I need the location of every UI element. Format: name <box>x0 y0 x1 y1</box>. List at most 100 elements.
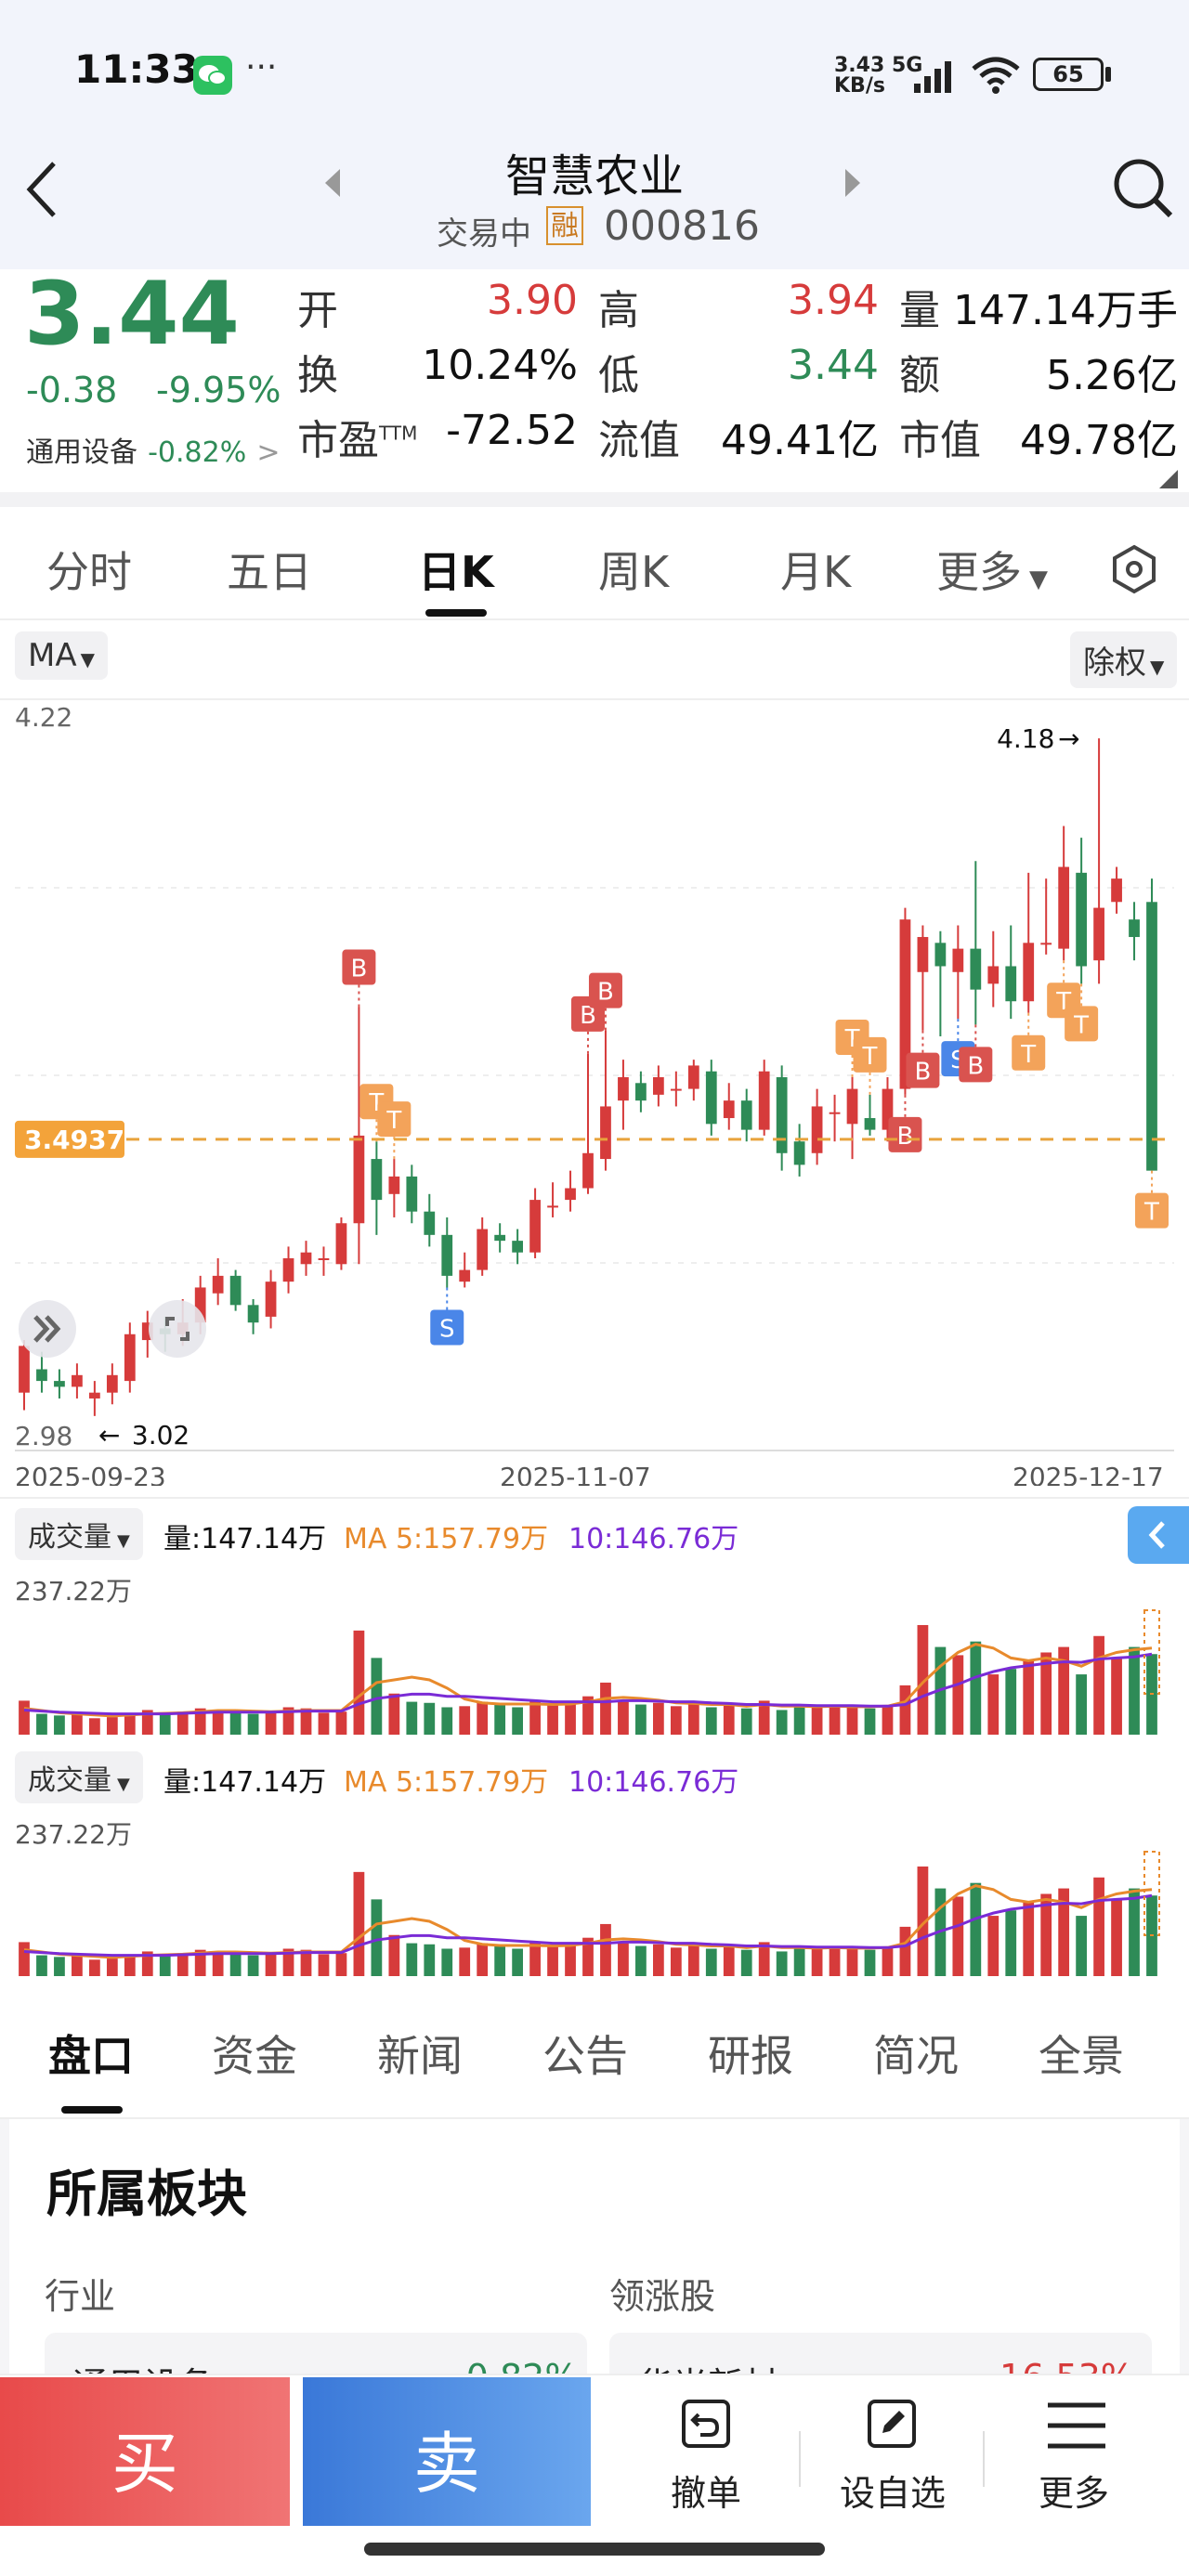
trade-marker <box>906 1052 940 1088</box>
candle-body <box>36 1369 47 1382</box>
volume-indicator-select[interactable]: 成交量 ▼ <box>15 1508 143 1560</box>
volume-bar <box>670 1947 682 1976</box>
prev-stock-icon[interactable] <box>323 167 342 202</box>
tab-funds[interactable]: 资金 <box>212 2031 297 2081</box>
trade-marker <box>853 1036 887 1073</box>
volume-indicator-select[interactable]: 成交量 ▼ <box>15 1751 143 1803</box>
chart-period-tabs: 分时 五日 日K 周K 月K 更多 ▼ <box>0 507 1189 620</box>
home-indicator[interactable] <box>364 2543 825 2556</box>
candle-body <box>758 1071 770 1130</box>
x-label-end: 2025-12-17 <box>1013 1462 1164 1486</box>
settings-hexagon-icon[interactable] <box>1109 544 1159 598</box>
max-arrow-icon: → <box>1058 723 1079 754</box>
volume-ma10: 10:146.76万 <box>568 1766 739 1799</box>
trade-marker-label: B <box>350 956 367 983</box>
volume-bar <box>618 1701 629 1735</box>
fast-forward-icon[interactable] <box>19 1300 76 1358</box>
volume-bar <box>723 1704 735 1735</box>
volume-bar <box>459 1947 471 1976</box>
volume-bar <box>952 1896 964 1976</box>
candle-body <box>19 1346 30 1393</box>
expand-corner-icon[interactable] <box>1159 470 1178 492</box>
volume-bar <box>318 1712 330 1735</box>
volume-bar <box>141 1951 153 1976</box>
add-watchlist-button[interactable]: 设自选 <box>799 2385 985 2524</box>
tab-intraday[interactable]: 分时 <box>46 547 132 597</box>
trade-marker-label: B <box>897 1123 914 1151</box>
tab-daily-k[interactable]: 日K <box>418 547 494 597</box>
volume-bar <box>529 1942 541 1976</box>
candle-body <box>846 1088 858 1125</box>
candle-body <box>899 919 911 1089</box>
volume-bar <box>987 1916 1000 1976</box>
tab-monthly-k[interactable]: 月K <box>780 547 852 597</box>
trade-marker-label: T <box>1073 1011 1089 1039</box>
volume-bar <box>758 1700 770 1735</box>
tab-more[interactable]: 更多 ▼ <box>936 547 1048 597</box>
tab-news[interactable]: 新闻 <box>377 2031 463 2081</box>
volume-bar <box>1129 1888 1140 1976</box>
divider <box>983 2431 985 2487</box>
y-top-label: 4.22 <box>15 702 72 733</box>
stock-code: 000816 <box>604 202 760 250</box>
candle-body <box>353 1135 365 1224</box>
buy-button[interactable]: 买 <box>0 2377 290 2526</box>
trade-marker-label: S <box>439 1315 455 1343</box>
volume-ma10-line <box>23 1652 1153 1716</box>
volume-bar <box>652 1702 664 1735</box>
x-label-mid: 2025-11-07 <box>500 1462 651 1486</box>
x-label-start: 2025-09-23 <box>15 1462 166 1486</box>
volume-bar <box>565 1944 576 1976</box>
stock-header: 智慧农业 交易中 融 000816 <box>0 139 1189 269</box>
buy-label: 买 <box>111 2425 178 2503</box>
candle-body <box>318 1258 330 1260</box>
volume-bar <box>19 1942 30 1976</box>
next-stock-icon[interactable] <box>843 167 862 202</box>
cancel-order-button[interactable]: 撤单 <box>613 2385 799 2524</box>
tab-five-day[interactable]: 五日 <box>227 547 312 597</box>
indicator-select[interactable]: MA ▼ <box>15 631 108 680</box>
tab-panorama[interactable]: 全景 <box>1039 2031 1124 2081</box>
volume-ma5: MA 5:157.79万 <box>344 1766 549 1799</box>
volume-bar <box>388 1934 400 1976</box>
trade-marker <box>588 972 622 1008</box>
fullscreen-icon[interactable] <box>149 1300 206 1358</box>
back-icon[interactable] <box>24 160 61 223</box>
collapse-panel-icon[interactable] <box>1128 1506 1189 1564</box>
volume-bar <box>477 1701 489 1735</box>
volume-bar <box>917 1866 929 1976</box>
sector-link[interactable]: 通用设备 -0.82% > <box>26 429 280 470</box>
stock-subline: 交易中 融 000816 <box>437 202 771 254</box>
tab-announcements[interactable]: 公告 <box>542 2031 628 2081</box>
volume-bar <box>124 1713 136 1735</box>
candle-body <box>635 1083 647 1101</box>
tab-research[interactable]: 研报 <box>708 2031 793 2081</box>
volume-bar <box>899 1685 911 1735</box>
candle-body <box>1040 943 1052 945</box>
divider <box>0 492 1189 507</box>
sector-section: 所属板块 行业 领涨股 通用设备 -0.82% 华光新材 16.53% <box>9 2119 1180 2388</box>
volume-bar <box>371 1658 383 1735</box>
candle-body <box>917 937 929 972</box>
price-change-pct: -9.95% <box>156 370 281 410</box>
sell-button[interactable]: 卖 <box>303 2377 591 2526</box>
volume-bar <box>247 1955 259 1976</box>
volume-bar <box>687 1943 699 1976</box>
detail-tabs: 盘口 资金 新闻 公告 研报 简况 全景 <box>0 1987 1189 2119</box>
volume-bar <box>106 1717 118 1735</box>
volume-bar <box>635 1704 647 1735</box>
adjust-select[interactable]: 除权 ▼ <box>1070 631 1178 688</box>
tab-active-indicator <box>61 2106 123 2114</box>
tab-weekly-k[interactable]: 周K <box>598 547 670 597</box>
volume-label: 量 <box>899 287 940 334</box>
min-arrow-icon: ← <box>98 1420 120 1451</box>
industry-label: 行业 <box>45 2276 116 2317</box>
min-price-label: 3.02 <box>132 1420 189 1451</box>
search-icon[interactable] <box>1111 156 1176 225</box>
candle-body <box>1058 866 1070 949</box>
more-button[interactable]: 更多 <box>985 2385 1170 2524</box>
tab-profile[interactable]: 简况 <box>873 2031 959 2081</box>
tab-order-book[interactable]: 盘口 <box>48 2031 134 2081</box>
volume-bar <box>864 1708 876 1735</box>
